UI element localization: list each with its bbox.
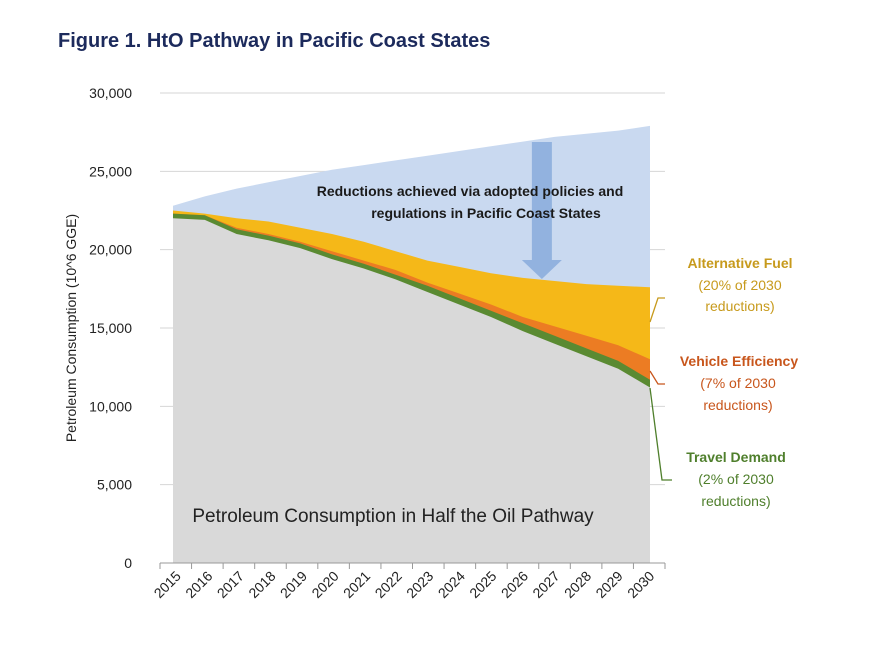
y-tick-label: 5,000 — [97, 477, 132, 493]
top-note-line2: regulations in Pacific Coast States — [371, 205, 601, 221]
veh-eff-pct: (7% of 2030 — [700, 375, 776, 391]
y-tick-label: 20,000 — [89, 242, 132, 258]
alt-fuel-note: reductions) — [705, 298, 774, 314]
veh-eff-leader — [649, 370, 665, 385]
x-tick-label: 2028 — [561, 568, 594, 601]
y-axis-label: Petroleum Consumption (10^6 GGE) — [63, 214, 79, 442]
y-tick-label: 15,000 — [89, 320, 132, 336]
travel-pct: (2% of 2030 — [698, 471, 774, 487]
x-tick-label: 2024 — [435, 568, 468, 601]
x-tick-label: 2018 — [245, 568, 278, 601]
y-axis: 0 5,000 10,000 15,000 20,000 25,000 30,000 Petr… — [63, 85, 132, 571]
veh-eff-note: reductions) — [703, 397, 772, 413]
travel-leader — [649, 387, 672, 481]
travel-note: reductions) — [701, 493, 770, 509]
down-arrow-icon — [521, 142, 562, 279]
y-tick-label: 25,000 — [89, 163, 132, 179]
x-tick-label: 2023 — [403, 568, 436, 601]
veh-eff-label: Vehicle Efficiency — [680, 353, 798, 369]
x-tick-label: 2016 — [182, 568, 215, 601]
inner-label: Petroleum Consumption in Half the Oil Pa… — [192, 506, 594, 527]
x-tick-label: 2022 — [371, 568, 404, 601]
x-tick-label: 2021 — [340, 568, 373, 601]
stacked-areas — [173, 125, 650, 564]
x-tick-label: 2015 — [151, 568, 184, 601]
x-axis: 2015201620172018201920202021202220232024… — [151, 562, 666, 601]
alt-fuel-pct: (20% of 2030 — [698, 277, 781, 293]
x-tick-label: 2026 — [498, 568, 531, 601]
y-tick-label: 30,000 — [89, 85, 132, 101]
x-tick-label: 2027 — [529, 568, 562, 601]
x-tick-label: 2029 — [592, 568, 625, 601]
reduction-arrow — [521, 142, 562, 279]
x-tick-label: 2025 — [466, 568, 499, 601]
figure-title: Figure 1. HtO Pathway in Pacific Coast S… — [58, 30, 491, 52]
x-tick-label: 2019 — [277, 568, 310, 601]
y-tick-label: 10,000 — [89, 398, 132, 414]
travel-label: Travel Demand — [686, 449, 786, 465]
x-tick-label: 2020 — [308, 568, 341, 601]
x-tick-label: 2030 — [624, 568, 657, 601]
area-hto-pathway — [173, 218, 650, 564]
top-note-line1: Reductions achieved via adopted policies… — [317, 183, 624, 199]
x-tick-label: 2017 — [214, 568, 247, 601]
alt-fuel-leader — [649, 297, 665, 323]
alt-fuel-label: Alternative Fuel — [687, 255, 792, 271]
annotations: Reductions achieved via adopted policies… — [192, 183, 798, 527]
y-tick-label: 0 — [124, 555, 132, 571]
